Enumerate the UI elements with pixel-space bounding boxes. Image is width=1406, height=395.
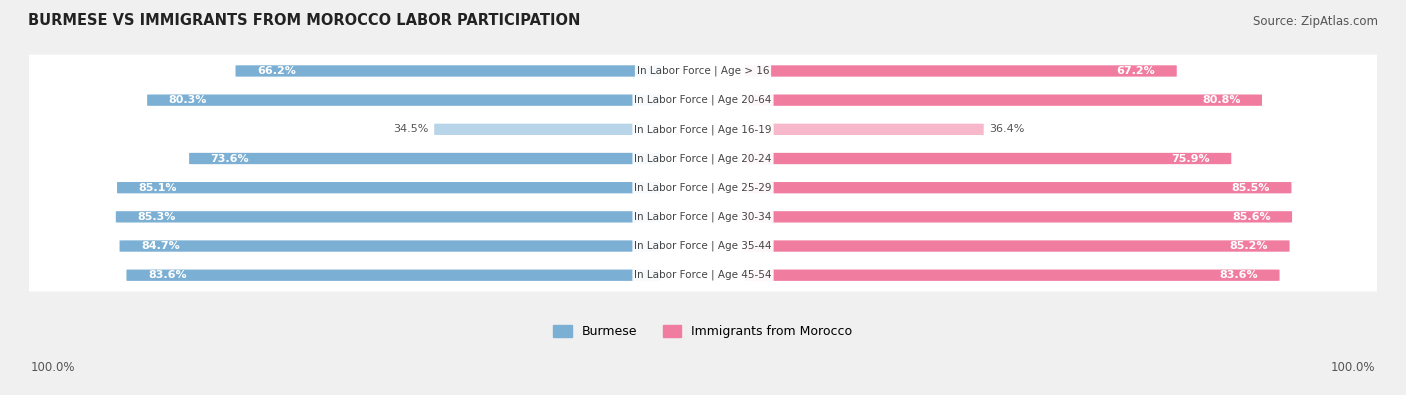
FancyBboxPatch shape: [18, 259, 1388, 292]
Text: 85.3%: 85.3%: [138, 212, 176, 222]
FancyBboxPatch shape: [18, 230, 1388, 262]
Text: Source: ZipAtlas.com: Source: ZipAtlas.com: [1253, 15, 1378, 28]
FancyBboxPatch shape: [127, 269, 661, 281]
FancyBboxPatch shape: [18, 171, 1388, 204]
FancyBboxPatch shape: [18, 201, 1388, 233]
Text: 85.2%: 85.2%: [1229, 241, 1268, 251]
Text: 100.0%: 100.0%: [1330, 361, 1375, 374]
FancyBboxPatch shape: [18, 84, 1388, 117]
FancyBboxPatch shape: [236, 65, 661, 77]
FancyBboxPatch shape: [120, 241, 661, 252]
Text: 80.3%: 80.3%: [169, 95, 207, 105]
FancyBboxPatch shape: [18, 142, 1388, 175]
Text: 83.6%: 83.6%: [148, 270, 187, 280]
FancyBboxPatch shape: [745, 182, 1292, 193]
Text: 100.0%: 100.0%: [31, 361, 76, 374]
FancyBboxPatch shape: [115, 211, 661, 222]
FancyBboxPatch shape: [18, 55, 1388, 87]
FancyBboxPatch shape: [745, 153, 1232, 164]
Text: 36.4%: 36.4%: [988, 124, 1025, 134]
Legend: Burmese, Immigrants from Morocco: Burmese, Immigrants from Morocco: [548, 320, 858, 343]
Text: In Labor Force | Age 35-44: In Labor Force | Age 35-44: [634, 241, 772, 251]
Text: 85.5%: 85.5%: [1232, 182, 1270, 193]
FancyBboxPatch shape: [745, 211, 1292, 222]
Text: 67.2%: 67.2%: [1116, 66, 1156, 76]
FancyBboxPatch shape: [190, 153, 661, 164]
FancyBboxPatch shape: [745, 94, 1263, 106]
FancyBboxPatch shape: [117, 182, 661, 193]
FancyBboxPatch shape: [745, 124, 984, 135]
Text: 85.6%: 85.6%: [1232, 212, 1271, 222]
Text: 75.9%: 75.9%: [1171, 154, 1209, 164]
Text: In Labor Force | Age 45-54: In Labor Force | Age 45-54: [634, 270, 772, 280]
Text: 66.2%: 66.2%: [257, 66, 295, 76]
Text: In Labor Force | Age 25-29: In Labor Force | Age 25-29: [634, 182, 772, 193]
FancyBboxPatch shape: [745, 269, 1279, 281]
FancyBboxPatch shape: [434, 124, 661, 135]
Text: 34.5%: 34.5%: [394, 124, 429, 134]
Text: In Labor Force | Age > 16: In Labor Force | Age > 16: [637, 66, 769, 76]
Text: In Labor Force | Age 20-64: In Labor Force | Age 20-64: [634, 95, 772, 105]
Text: 84.7%: 84.7%: [141, 241, 180, 251]
Text: 83.6%: 83.6%: [1219, 270, 1258, 280]
Text: In Labor Force | Age 20-24: In Labor Force | Age 20-24: [634, 153, 772, 164]
Text: 80.8%: 80.8%: [1202, 95, 1240, 105]
Text: 73.6%: 73.6%: [211, 154, 249, 164]
FancyBboxPatch shape: [745, 65, 1177, 77]
FancyBboxPatch shape: [148, 94, 661, 106]
Text: BURMESE VS IMMIGRANTS FROM MOROCCO LABOR PARTICIPATION: BURMESE VS IMMIGRANTS FROM MOROCCO LABOR…: [28, 13, 581, 28]
Text: In Labor Force | Age 30-34: In Labor Force | Age 30-34: [634, 212, 772, 222]
FancyBboxPatch shape: [745, 241, 1289, 252]
FancyBboxPatch shape: [18, 113, 1388, 146]
Text: In Labor Force | Age 16-19: In Labor Force | Age 16-19: [634, 124, 772, 135]
Text: 85.1%: 85.1%: [139, 182, 177, 193]
